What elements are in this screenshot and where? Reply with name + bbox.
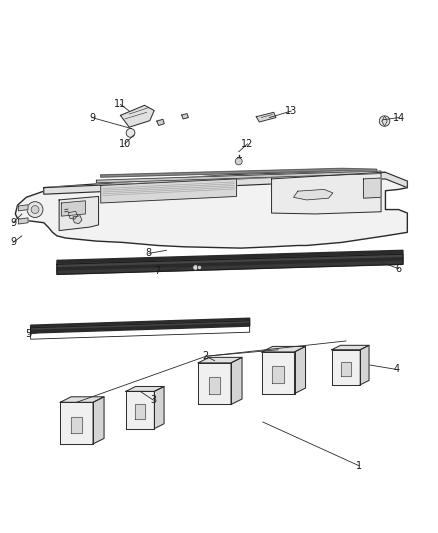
Text: 9: 9 [89,112,95,123]
Polygon shape [198,358,242,363]
Polygon shape [57,261,403,274]
Text: 1: 1 [356,461,362,471]
Polygon shape [18,218,28,224]
Polygon shape [135,405,145,419]
Polygon shape [44,172,407,194]
Text: 10: 10 [119,139,131,149]
Text: 6: 6 [396,264,402,273]
Polygon shape [364,178,381,198]
Polygon shape [382,116,387,126]
Polygon shape [96,171,381,183]
Polygon shape [262,352,294,393]
Polygon shape [101,168,377,177]
Polygon shape [154,386,164,429]
Text: 2: 2 [203,351,209,361]
Text: 14: 14 [392,112,405,123]
Polygon shape [256,112,276,122]
Polygon shape [198,363,231,405]
Polygon shape [60,397,104,402]
Polygon shape [126,391,154,429]
Polygon shape [31,318,250,328]
Polygon shape [231,358,242,405]
Polygon shape [31,324,250,333]
Text: 11: 11 [114,100,127,109]
Text: 9: 9 [10,237,16,247]
Polygon shape [294,346,305,393]
Polygon shape [71,417,82,433]
Text: 3: 3 [150,395,156,405]
Text: 7: 7 [155,266,161,276]
Circle shape [235,158,242,165]
Polygon shape [59,197,99,231]
Polygon shape [360,345,369,385]
Text: 4: 4 [393,365,399,374]
Circle shape [379,116,390,126]
Text: 13: 13 [285,106,297,116]
Circle shape [31,206,39,214]
Text: 12: 12 [241,139,254,149]
Polygon shape [101,179,237,203]
Circle shape [126,128,135,138]
Polygon shape [341,362,351,376]
Polygon shape [209,377,220,394]
Polygon shape [262,346,305,352]
Polygon shape [18,205,28,211]
Polygon shape [69,211,78,219]
Text: 5: 5 [25,329,32,340]
Text: 9: 9 [10,217,16,228]
Polygon shape [157,119,164,125]
Polygon shape [57,254,403,268]
Polygon shape [15,172,407,248]
Polygon shape [57,258,403,271]
Polygon shape [57,251,403,264]
Polygon shape [126,386,164,391]
Polygon shape [332,345,369,350]
Polygon shape [272,367,284,383]
Polygon shape [61,201,85,216]
Polygon shape [93,397,104,444]
Polygon shape [182,114,188,119]
Polygon shape [120,106,154,127]
Polygon shape [31,321,250,330]
Polygon shape [73,216,82,223]
Polygon shape [332,350,360,385]
Circle shape [27,201,43,217]
Polygon shape [60,402,93,444]
Text: 8: 8 [146,248,152,259]
Polygon shape [293,189,333,200]
Polygon shape [272,172,381,214]
